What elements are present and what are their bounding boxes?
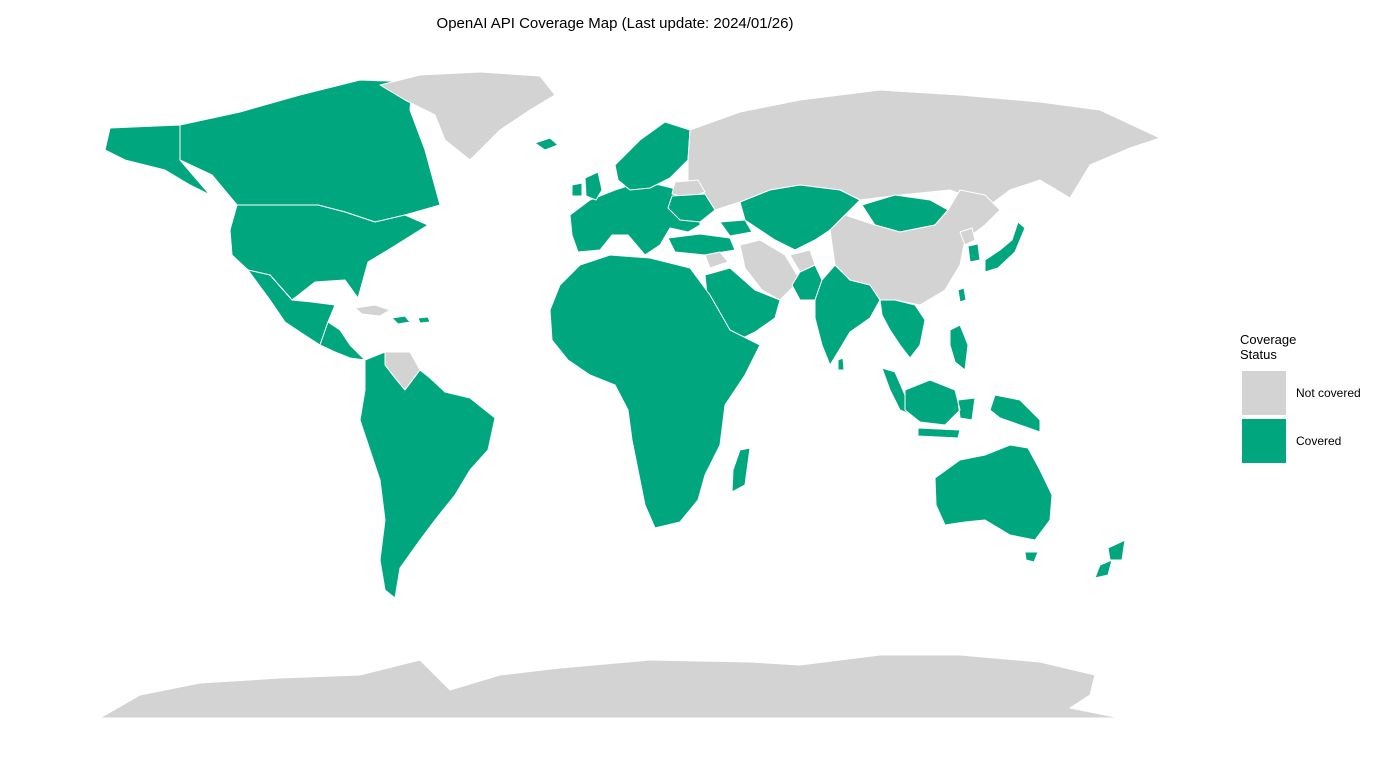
region-antarctica — [99, 654, 1121, 719]
region-scandinavia — [614, 121, 691, 191]
region-madagascar — [731, 447, 751, 493]
region-africa — [549, 254, 761, 529]
legend-title-line1: Coverage — [1240, 332, 1297, 347]
legend-title-line2: Status — [1240, 347, 1277, 362]
region-caribbean — [391, 315, 431, 325]
region-china — [829, 189, 1001, 306]
region-turkey — [667, 233, 736, 256]
region-south-america — [359, 351, 496, 599]
region-papua-new-guinea — [989, 394, 1041, 433]
region-tasmania — [1024, 551, 1039, 563]
region-russia — [687, 89, 1161, 211]
region-alaska — [104, 124, 211, 196]
region-south-korea — [967, 243, 981, 263]
region-japan — [984, 221, 1026, 273]
legend-key-not-covered — [1242, 371, 1286, 415]
region-ireland — [571, 182, 583, 197]
legend-title: Coverage Status — [1240, 332, 1330, 362]
region-united-states — [229, 204, 429, 301]
region-united-kingdom — [584, 171, 603, 201]
region-cuba — [354, 304, 391, 317]
region-syria — [704, 251, 729, 269]
region-canada — [179, 79, 441, 223]
region-iceland — [534, 137, 559, 151]
legend-item-not-covered: Not covered — [1240, 369, 1382, 417]
region-iran — [739, 239, 801, 301]
region-caucasus — [719, 219, 753, 237]
region-greenland — [379, 71, 556, 161]
region-sri-lanka — [837, 357, 845, 371]
legend-item-covered: Covered — [1240, 417, 1382, 465]
region-indonesia — [904, 379, 976, 439]
region-north-korea — [959, 227, 976, 246]
legend-label-covered: Covered — [1296, 434, 1342, 448]
region-central-america — [319, 321, 366, 361]
region-australia — [934, 444, 1053, 541]
region-new-zealand — [1094, 539, 1126, 579]
legend-label-not-covered: Not covered — [1296, 386, 1361, 400]
legend: Coverage Status Not covered Covered — [1240, 332, 1382, 465]
region-ukraine — [667, 193, 716, 223]
region-taiwan — [957, 287, 967, 303]
region-philippines — [949, 324, 969, 371]
map-title: OpenAI API Coverage Map (Last update: 20… — [436, 15, 794, 32]
legend-key-covered — [1242, 419, 1286, 463]
world-map — [99, 71, 1161, 719]
